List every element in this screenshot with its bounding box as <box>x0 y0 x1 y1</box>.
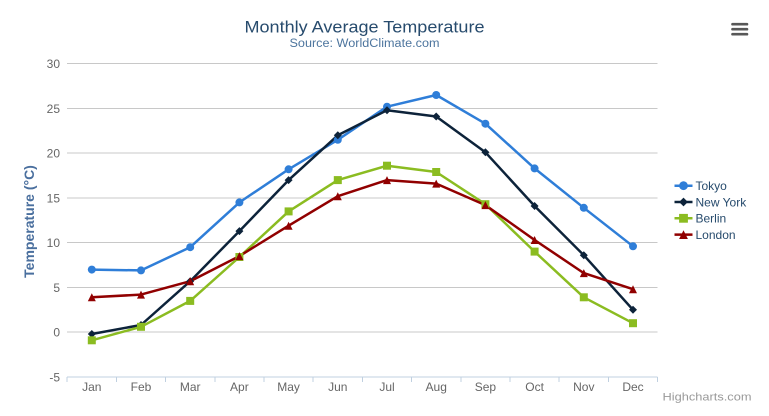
svg-text:Dec: Dec <box>622 380 643 394</box>
svg-text:Jan: Jan <box>82 380 101 394</box>
svg-text:30: 30 <box>47 57 61 71</box>
svg-text:25: 25 <box>47 102 61 116</box>
svg-text:Tokyo: Tokyo <box>696 179 728 193</box>
svg-text:15: 15 <box>47 191 61 205</box>
svg-text:Sep: Sep <box>475 380 497 394</box>
svg-text:Monthly Average Temperature: Monthly Average Temperature <box>245 18 485 37</box>
svg-text:Highcharts.com: Highcharts.com <box>663 392 752 404</box>
svg-text:-5: -5 <box>49 370 60 384</box>
svg-text:Jul: Jul <box>379 380 394 394</box>
svg-text:10: 10 <box>47 236 61 250</box>
svg-text:Feb: Feb <box>131 380 152 394</box>
svg-text:Jun: Jun <box>328 380 347 394</box>
svg-text:May: May <box>277 380 300 394</box>
svg-text:Aug: Aug <box>426 380 447 394</box>
svg-text:Apr: Apr <box>230 380 249 394</box>
svg-text:20: 20 <box>47 147 61 161</box>
svg-text:Nov: Nov <box>573 380 594 394</box>
svg-text:New York: New York <box>696 195 748 209</box>
svg-text:Temperature (°C): Temperature (°C) <box>21 165 37 278</box>
svg-text:0: 0 <box>53 326 60 340</box>
svg-text:Berlin: Berlin <box>696 212 727 226</box>
svg-text:Mar: Mar <box>180 380 201 394</box>
svg-text:Oct: Oct <box>525 380 544 394</box>
svg-text:London: London <box>696 228 736 242</box>
svg-text:5: 5 <box>53 281 60 295</box>
svg-text:Source: WorldClimate.com: Source: WorldClimate.com <box>290 38 440 50</box>
